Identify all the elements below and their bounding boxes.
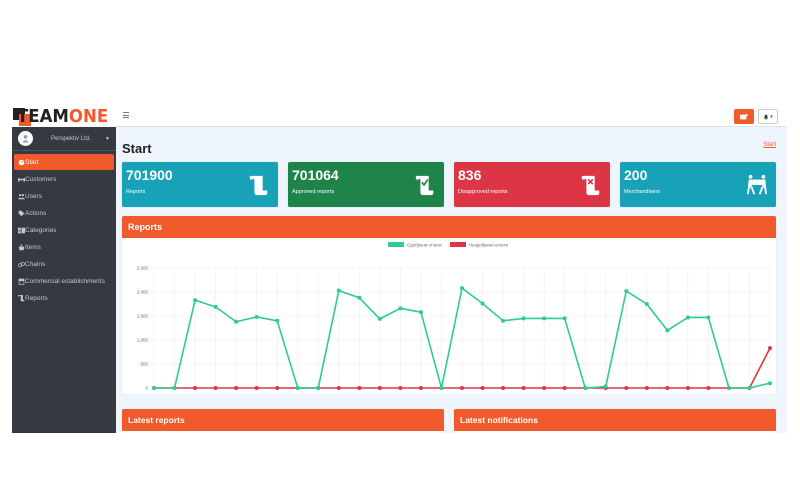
- sidebar-item-chains[interactable]: Chains: [14, 256, 114, 272]
- sidebar-item-label: Customers: [25, 175, 57, 183]
- svg-text:Неодобрени отчети: Неодобрени отчети: [469, 243, 509, 248]
- sidebar-item-label: Reports: [25, 294, 48, 302]
- latest-reports-header: Latest reports: [122, 409, 444, 431]
- card-title: Latest reports: [128, 415, 185, 425]
- reports-card: Reports 05001,0001,5002,0002,5002025-07-…: [122, 216, 776, 408]
- svg-text:500: 500: [140, 362, 148, 367]
- scroll-x-icon: [581, 175, 600, 196]
- card-title: Latest notifications: [460, 415, 538, 425]
- sidebar-item-label: Start: [25, 158, 39, 166]
- basket-icon: [17, 243, 25, 251]
- sidebar-item-label: Chains: [25, 260, 46, 268]
- categories-icon: [17, 226, 25, 234]
- tile-label: Approved reports: [292, 189, 335, 195]
- users-icon: [17, 192, 25, 200]
- svg-text:2,000: 2,000: [137, 290, 149, 295]
- sidebar-item-label: Commercial establishments: [25, 277, 105, 285]
- svg-text:0: 0: [145, 386, 148, 391]
- sidebar-item-customers[interactable]: Customers: [14, 171, 114, 187]
- reports-card-header: Reports: [122, 216, 776, 238]
- sidebar-item-items[interactable]: Items: [14, 239, 114, 255]
- sidebar-nav: Start Customers Users Actions Categories Item…: [12, 151, 116, 306]
- sidebar-item-start[interactable]: Start: [14, 154, 114, 170]
- tile-value: 836: [458, 167, 482, 183]
- tile-disapproved-reports[interactable]: 836 Disapproved reports: [454, 162, 610, 207]
- main-content: Start Start 701900 Reports 701064 Approv…: [116, 127, 787, 433]
- store-icon: [17, 277, 25, 285]
- svg-text:1,000: 1,000: [137, 338, 149, 343]
- brand-text-team: TEAM: [16, 106, 69, 127]
- handshake-icon: [17, 175, 25, 183]
- user-panel[interactable]: Perspektiv Ltd. ▼: [12, 127, 116, 151]
- tags-icon: [17, 209, 25, 217]
- sidebar-item-actions[interactable]: Actions: [14, 205, 114, 221]
- report-add-icon: [740, 113, 748, 119]
- card-title: Reports: [128, 222, 163, 232]
- user-name: Perspektiv Ltd.: [51, 135, 91, 142]
- chevron-down-icon: ▾: [770, 113, 773, 120]
- brand-text-one: ONE: [68, 106, 109, 127]
- svg-text:2,500: 2,500: [137, 266, 149, 271]
- logo-mark-icon: [13, 107, 31, 126]
- tile-value: 701064: [292, 167, 339, 183]
- brand-logo[interactable]: TEAMONE: [12, 106, 116, 127]
- sidebar-item-label: Users: [25, 192, 42, 200]
- page-title: Start: [122, 141, 152, 156]
- hamburger-icon[interactable]: [123, 112, 129, 118]
- tile-label: Reports: [126, 189, 146, 195]
- sidebar: TEAMONE Perspektiv Ltd. ▼ Start Customers…: [12, 106, 116, 433]
- tile-value: 200: [624, 167, 648, 183]
- bell-icon: [764, 114, 769, 120]
- tile-label: Disapproved reports: [458, 189, 508, 195]
- latest-notifications-header: Latest notifications: [454, 409, 776, 431]
- sidebar-item-label: Actions: [25, 209, 47, 217]
- stat-tiles: 701900 Reports 701064 Approved reports 8…: [122, 162, 776, 208]
- sidebar-item-label: Items: [25, 243, 41, 251]
- notifications-button[interactable]: ▾: [758, 109, 778, 124]
- svg-text:1,500: 1,500: [137, 314, 149, 319]
- svg-text:Одобрени отчети: Одобрени отчети: [407, 243, 442, 248]
- tile-approved-reports[interactable]: 701064 Approved reports: [288, 162, 444, 207]
- sidebar-item-label: Categories: [25, 226, 57, 234]
- sidebar-item-categories[interactable]: Categories: [14, 222, 114, 238]
- sidebar-item-commercial-establishments[interactable]: Commercial establishments: [14, 273, 114, 289]
- scroll-icon: [17, 294, 25, 302]
- tile-value: 701900: [126, 167, 173, 183]
- scroll-check-icon: [415, 175, 434, 196]
- avatar: [18, 131, 33, 146]
- sidebar-item-reports[interactable]: Reports: [14, 290, 114, 306]
- sidebar-item-users[interactable]: Users: [14, 188, 114, 204]
- chevron-down-icon[interactable]: ▼: [105, 135, 110, 142]
- reports-line-chart[interactable]: 05001,0001,5002,0002,5002025-07-122025-0…: [122, 238, 776, 408]
- latest-notifications-card: Latest notifications: [454, 409, 776, 433]
- link-icon: [17, 260, 25, 268]
- tile-label: Merchandisers: [624, 189, 661, 195]
- scroll-icon: [249, 175, 268, 196]
- add-report-button[interactable]: [734, 109, 754, 124]
- app-window: TEAMONE Perspektiv Ltd. ▼ Start Customers…: [12, 106, 787, 433]
- breadcrumb-start[interactable]: Start: [763, 142, 776, 148]
- people-carry-icon: [746, 174, 768, 195]
- tile-merchandisers[interactable]: 200 Merchandisers: [620, 162, 776, 207]
- user-icon: [22, 135, 29, 143]
- latest-reports-card: Latest reports: [122, 409, 444, 433]
- tile-reports[interactable]: 701900 Reports: [122, 162, 278, 207]
- topbar: ▾: [116, 106, 787, 127]
- dashboard-icon: [17, 158, 25, 166]
